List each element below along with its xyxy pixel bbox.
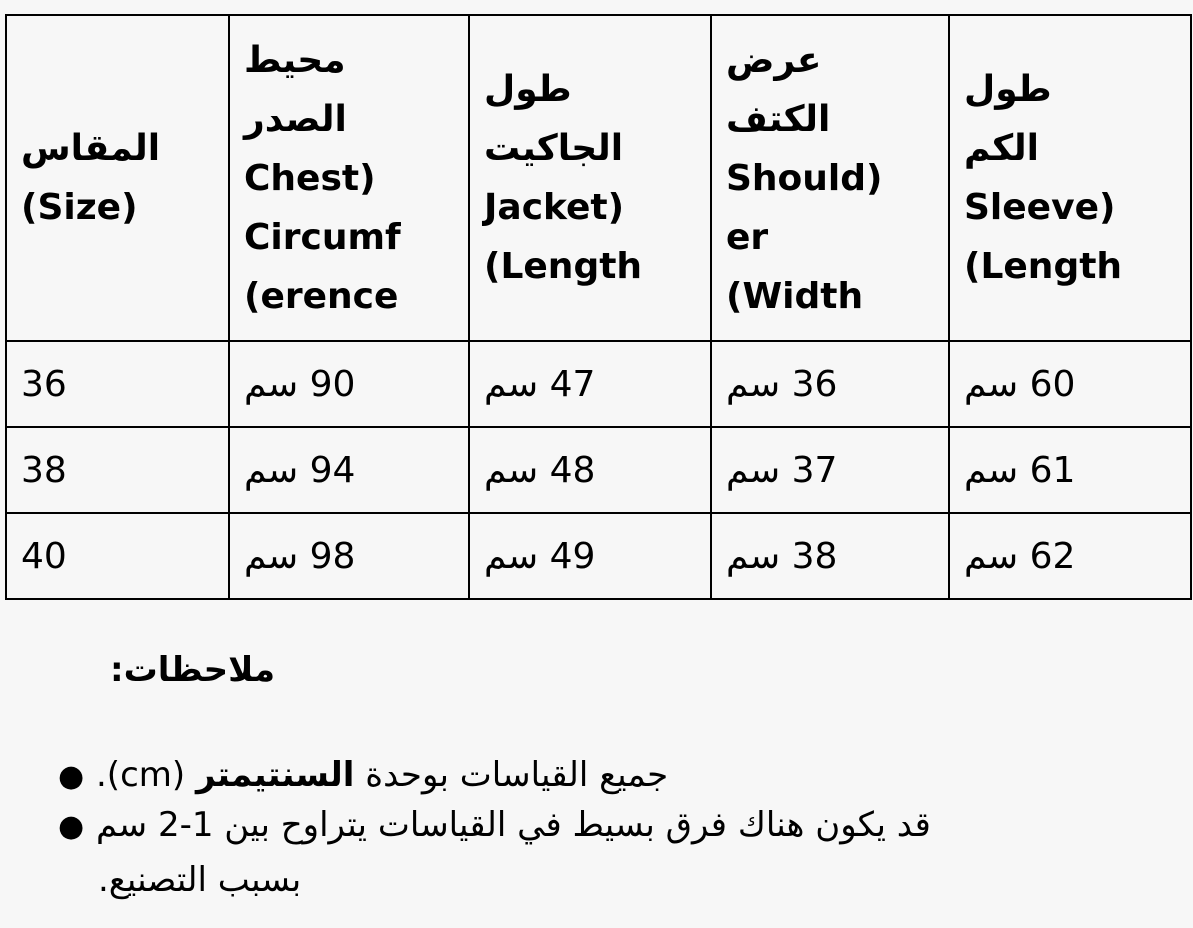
note-text-part: (cm). bbox=[96, 755, 196, 795]
cell-value: 94 سم bbox=[244, 449, 356, 491]
table-cell: 48 سم bbox=[468, 426, 712, 514]
table-cell: 98 سم bbox=[228, 512, 470, 600]
table-cell: 36 سم bbox=[710, 340, 950, 428]
cell-value: 47 سم bbox=[484, 363, 596, 405]
column-header-line: طول bbox=[964, 69, 1052, 110]
column-header-line: Jacket) bbox=[484, 187, 625, 228]
column-header-line: er bbox=[726, 216, 769, 258]
table-cell: 38 bbox=[5, 426, 230, 514]
note-continuation: بسبب التصنيع. bbox=[98, 860, 301, 900]
column-header-line: المقاس bbox=[21, 128, 161, 169]
table-cell: 90 سم bbox=[228, 340, 470, 428]
table-cell: 62 سم bbox=[948, 512, 1192, 600]
size-chart-table: المقاس (Size) محيط الصدر Chest) Circumf (erenc… bbox=[5, 14, 1192, 600]
column-header-line: الكتف bbox=[726, 98, 831, 140]
table-header-row: المقاس (Size) محيط الصدر Chest) Circumf (erenc… bbox=[5, 14, 1192, 342]
cell-value: 90 سم bbox=[244, 363, 356, 405]
note-text: جميع القياسات بوحدة السنتيمتر (cm). bbox=[96, 755, 668, 795]
table-cell: 36 bbox=[5, 340, 230, 428]
table-cell: 37 سم bbox=[710, 426, 950, 514]
bullet-icon: ● bbox=[58, 759, 85, 794]
note-text-bold: السنتيمتر bbox=[195, 755, 355, 795]
note-item: ● قد يكون هناك فرق بسيط في القياسات يتراو… bbox=[58, 805, 931, 845]
note-text: بسبب التصنيع. bbox=[98, 860, 302, 900]
column-header-line: (Width bbox=[726, 275, 864, 317]
table-cell: 61 سم bbox=[948, 426, 1192, 514]
column-header-line: (erence bbox=[244, 275, 399, 317]
column-header-line: (Length bbox=[484, 246, 643, 287]
bullet-icon: ● bbox=[58, 809, 85, 844]
table-cell: 49 سم bbox=[468, 512, 712, 600]
cell-value: 62 سم bbox=[964, 535, 1076, 577]
cell-value: 38 bbox=[21, 449, 67, 491]
column-header-line: محيط bbox=[244, 39, 346, 81]
note-text: قد يكون هناك فرق بسيط في القياسات يتراوح… bbox=[96, 805, 931, 845]
column-header-line: Circumf bbox=[244, 216, 401, 258]
table-row: 40 98 سم 49 سم 38 سم 62 سم bbox=[5, 512, 1192, 600]
column-header: المقاس (Size) bbox=[5, 14, 230, 342]
cell-value: 40 bbox=[21, 535, 67, 577]
table-cell: 38 سم bbox=[710, 512, 950, 600]
cell-value: 98 سم bbox=[244, 535, 356, 577]
table-cell: 94 سم bbox=[228, 426, 470, 514]
column-header-line: (Length bbox=[964, 246, 1123, 287]
column-header-line: الكم bbox=[964, 128, 1040, 169]
table-cell: 47 سم bbox=[468, 340, 712, 428]
note-text-part: جميع القياسات بوحدة bbox=[354, 755, 669, 795]
notes-title: ملاحظات: bbox=[110, 650, 275, 690]
note-item: ● جميع القياسات بوحدة السنتيمتر (cm). bbox=[58, 755, 668, 795]
cell-value: 36 bbox=[21, 363, 67, 405]
column-header-line: Sleeve) bbox=[964, 187, 1116, 228]
column-header-line: طول bbox=[484, 69, 572, 110]
column-header-line: الجاكيت bbox=[484, 128, 624, 169]
column-header-line: (Size) bbox=[21, 187, 138, 228]
table-cell: 40 bbox=[5, 512, 230, 600]
column-header: عرض الكتف Should) er (Width bbox=[710, 14, 950, 342]
column-header: طول الكم Sleeve) (Length bbox=[948, 14, 1192, 342]
column-header: محيط الصدر Chest) Circumf (erence bbox=[228, 14, 470, 342]
cell-value: 61 سم bbox=[964, 449, 1076, 491]
cell-value: 37 سم bbox=[726, 449, 838, 491]
table-cell: 60 سم bbox=[948, 340, 1192, 428]
notes-title-text: ملاحظات: bbox=[110, 650, 276, 690]
column-header-line: الصدر bbox=[244, 98, 347, 140]
column-header-line: Chest) bbox=[244, 157, 376, 199]
cell-value: 36 سم bbox=[726, 363, 838, 405]
cell-value: 49 سم bbox=[484, 535, 596, 577]
table-row: 38 94 سم 48 سم 37 سم 61 سم bbox=[5, 426, 1192, 514]
cell-value: 60 سم bbox=[964, 363, 1076, 405]
table-row: 36 90 سم 47 سم 36 سم 60 سم bbox=[5, 340, 1192, 428]
column-header-line: عرض bbox=[726, 39, 822, 81]
cell-value: 48 سم bbox=[484, 449, 596, 491]
column-header: طول الجاكيت Jacket) (Length bbox=[468, 14, 712, 342]
cell-value: 38 سم bbox=[726, 535, 838, 577]
column-header-line: Should) bbox=[726, 157, 883, 199]
